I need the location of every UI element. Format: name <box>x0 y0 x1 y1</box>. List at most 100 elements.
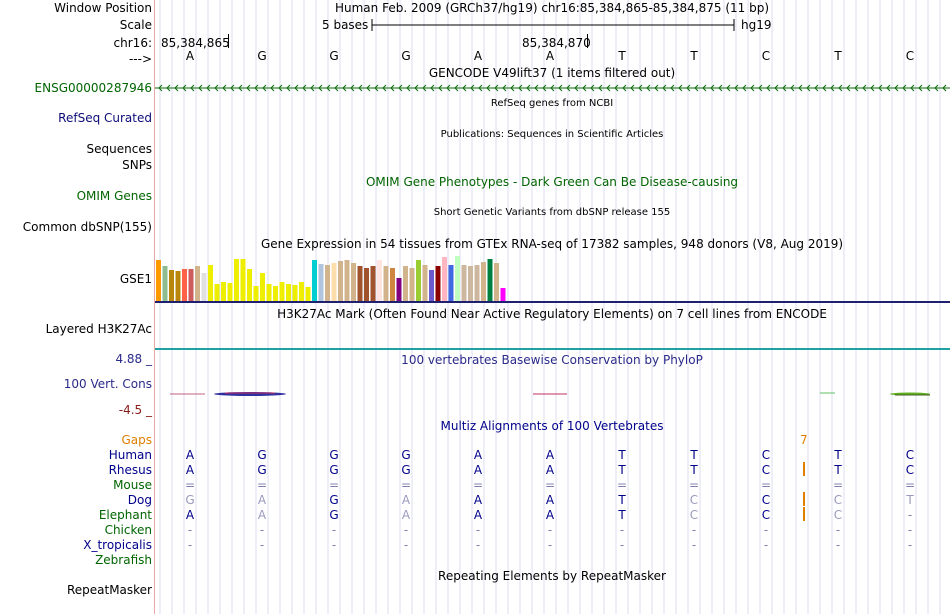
alignment-base: - <box>835 523 841 537</box>
alignment-base: C <box>761 448 771 462</box>
gtex-tissue-bar <box>409 268 415 301</box>
repeatmasker-label[interactable]: RepeatMasker <box>66 583 152 597</box>
strand-chevron <box>430 84 435 92</box>
alignment-base: = <box>328 478 340 492</box>
gtex-tissue-bar <box>156 260 161 301</box>
phylop-track-title[interactable]: 100 vertebrates Basewise Conservation by… <box>401 353 703 367</box>
alignment-base: - <box>187 523 193 537</box>
strand-chevron <box>206 84 211 92</box>
common-dbsnp-label[interactable]: Common dbSNP(155) <box>22 220 152 234</box>
gtex-tissue-bar <box>331 263 337 301</box>
multiz-track-title[interactable]: Multiz Alignments of 100 Vertebrates <box>440 419 664 433</box>
base-letter: A <box>185 49 195 63</box>
alignment-base: - <box>547 523 553 537</box>
strand-chevron <box>846 84 851 92</box>
gencode-track-title[interactable]: GENCODE V49lift37 (1 items filtered out) <box>428 66 676 80</box>
gse1-label[interactable]: GSE1 <box>119 272 152 286</box>
gtex-tissue-bar <box>474 265 480 301</box>
gtex-tissue-bar <box>266 284 272 301</box>
gencode-gene-feature[interactable] <box>155 81 950 95</box>
strand-chevron <box>390 84 395 92</box>
vert-cons-label[interactable]: 100 Vert. Cons <box>63 377 152 391</box>
strand-chevron <box>582 84 587 92</box>
strand-chevron <box>726 84 731 92</box>
track-display[interactable]: Human Feb. 2009 (GRCh37/hg19) chr16:85,3… <box>155 0 950 614</box>
gtex-tissue-bar <box>195 266 200 301</box>
strand-chevron <box>886 84 891 92</box>
alignment-base: A <box>545 493 555 507</box>
layered-h3k27ac-label[interactable]: Layered H3K27Ac <box>45 322 152 336</box>
strand-chevron <box>294 84 299 92</box>
gtex-tissue-bar <box>227 283 233 301</box>
strand-chevron <box>838 84 843 92</box>
alignment-base: - <box>403 523 409 537</box>
omim-genes-label[interactable]: OMIM Genes <box>76 189 152 203</box>
gtex-tissue-bar <box>351 263 356 301</box>
alignment-base: C <box>833 493 843 507</box>
alignment-base: T <box>618 463 626 477</box>
gene-id-label[interactable]: ENSG00000287946 <box>34 81 152 95</box>
publications-track-title[interactable]: Publications: Sequences in Scientific Ar… <box>440 129 664 140</box>
repeatmasker-track-title[interactable]: Repeating Elements by RepeatMasker <box>438 569 666 583</box>
sequences-label[interactable]: Sequences <box>86 142 152 156</box>
strand-chevron <box>238 84 243 92</box>
dbsnp-track-title[interactable]: Short Genetic Variants from dbSNP releas… <box>433 207 671 218</box>
gtex-tissue-bar <box>318 264 324 301</box>
alignment-base: = <box>256 478 268 492</box>
h3k27ac-track-title[interactable]: H3K27Ac Mark (Often Found Near Active Re… <box>277 307 827 321</box>
strand-chevron <box>334 84 339 92</box>
gtex-tissue-bar <box>461 265 467 301</box>
strand-chevron <box>662 84 667 92</box>
alignment-base: = <box>616 478 628 492</box>
strand-chevron <box>502 84 507 92</box>
gtex-tissue-bar <box>169 270 174 301</box>
strand-chevron <box>766 84 771 92</box>
gtex-tissue-bar <box>299 282 304 301</box>
strand-chevron <box>382 84 387 92</box>
species-rhesus: Rhesus <box>108 463 152 477</box>
alignment-base: = <box>760 478 772 492</box>
strand-chevron <box>254 84 259 92</box>
alignment-base: A <box>473 463 483 477</box>
gtex-tissue-bar <box>221 282 226 301</box>
strand-chevron <box>934 84 939 92</box>
alignment-base: A <box>257 493 267 507</box>
strand-chevron <box>830 84 835 92</box>
gap-marker-rhesus <box>803 462 805 476</box>
strand-chevron <box>230 84 235 92</box>
gtex-tissue-bar <box>325 265 330 301</box>
alignment-base: T <box>906 493 914 507</box>
snps-label[interactable]: SNPs <box>122 158 152 172</box>
strand-chevron <box>462 84 467 92</box>
gtex-tissue-bar <box>260 273 265 301</box>
alignment-base: - <box>331 538 337 552</box>
gtex-expression-chart[interactable] <box>155 254 535 302</box>
omim-track-title[interactable]: OMIM Gene Phenotypes - Dark Green Can Be… <box>365 175 739 189</box>
refseq-track-title[interactable]: RefSeq genes from NCBI <box>490 98 614 109</box>
alignment-base: G <box>329 448 339 462</box>
scale-label: Scale <box>119 18 152 32</box>
strand-chevron <box>814 84 819 92</box>
gtex-tissue-bar <box>188 269 194 301</box>
strand-chevron <box>870 84 875 92</box>
strand-chevron <box>246 84 251 92</box>
alignment-base: - <box>907 538 913 552</box>
gtex-track-title[interactable]: Gene Expression in 54 tissues from GTEx … <box>260 237 844 251</box>
phylop-signal[interactable] <box>155 386 950 402</box>
alignment-base: - <box>331 523 337 537</box>
strand-chevron <box>646 84 651 92</box>
strand-chevron <box>318 84 323 92</box>
alignment-base: C <box>833 508 843 522</box>
strand-chevron <box>566 84 571 92</box>
alignment-base: G <box>401 448 411 462</box>
strand-chevron <box>638 84 643 92</box>
strand-chevron <box>182 84 187 92</box>
refseq-curated-label[interactable]: RefSeq Curated <box>58 111 152 125</box>
position-tick-mark-2 <box>587 34 588 48</box>
strand-chevron <box>678 84 683 92</box>
strand-chevron <box>910 84 915 92</box>
alignment-base: T <box>618 493 626 507</box>
strand-chevron <box>286 84 291 92</box>
alignment-base: = <box>904 478 916 492</box>
strand-arrows-label: ---> <box>128 52 152 66</box>
